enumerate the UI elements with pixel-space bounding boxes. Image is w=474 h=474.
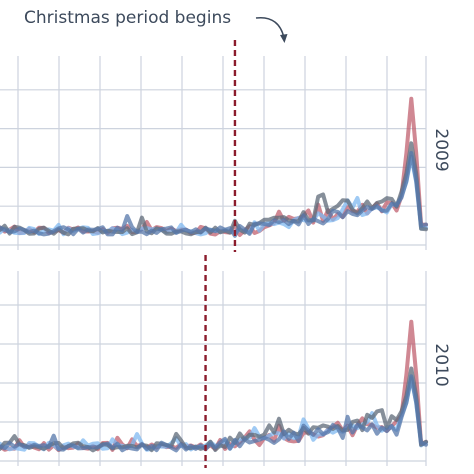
series-line-series_blue bbox=[0, 376, 428, 452]
series-line-series_gray bbox=[0, 366, 428, 453]
series-line-series_steel bbox=[0, 151, 428, 238]
panel-2009 bbox=[0, 40, 428, 252]
series-line-series_steel bbox=[0, 374, 428, 453]
series-line-series_blue bbox=[0, 154, 428, 237]
annotation-text: Christmas period begins bbox=[24, 8, 231, 28]
facet-label-2010: 2010 bbox=[431, 343, 451, 386]
panel-2010 bbox=[0, 255, 428, 468]
annotation-arrowhead bbox=[280, 34, 288, 43]
facet-label-2009: 2009 bbox=[431, 128, 451, 171]
annotation-arrow bbox=[255, 16, 285, 39]
series-line-series_gray bbox=[0, 141, 428, 237]
